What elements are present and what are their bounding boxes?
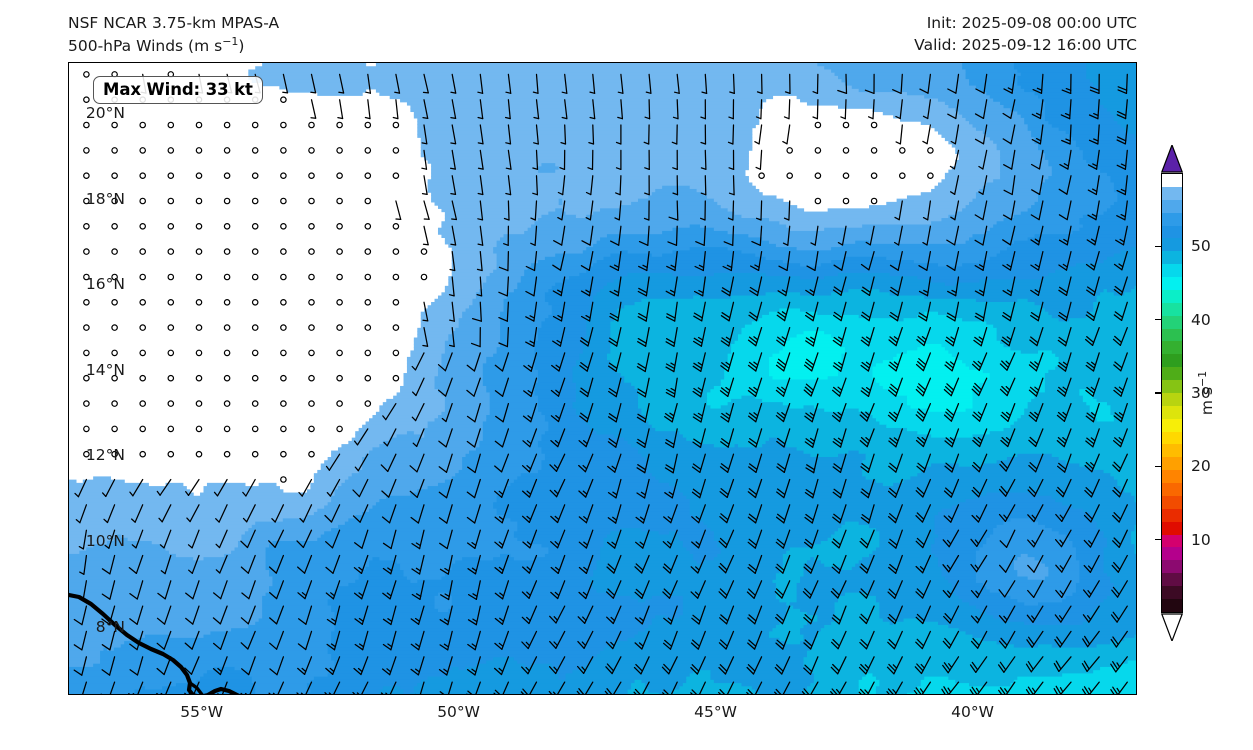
colorbar-segment: [1162, 483, 1182, 496]
colorbar-segment: [1162, 367, 1182, 380]
colorbar-segment: [1162, 470, 1182, 483]
colorbar-tick-label: 40: [1191, 310, 1211, 329]
colorbar-tick-mark: [1155, 465, 1161, 468]
title-units-exponent: −1: [222, 35, 239, 48]
y-axis-tick-label: 10°N: [85, 532, 125, 551]
x-axis-tick-mark: [459, 694, 460, 695]
colorbar-segment: [1162, 392, 1182, 406]
colorbar-tick-label: 10: [1191, 530, 1211, 549]
colorbar-segment: [1162, 534, 1182, 548]
y-axis-tick-label: 20°N: [85, 104, 125, 123]
colorbar-segment: [1162, 225, 1182, 239]
colorbar-segment: [1162, 573, 1182, 586]
colorbar-segment: [1162, 328, 1182, 342]
colorbar-segment: [1162, 238, 1182, 252]
colorbar-segment: [1162, 508, 1182, 522]
x-axis-tick-label: 40°W: [951, 703, 994, 721]
colorbar-tick-mark: [1155, 318, 1161, 321]
colorbar-segment: [1162, 277, 1182, 290]
colorbar-segment: [1162, 302, 1182, 316]
colorbar-segment: [1162, 341, 1182, 355]
wind-barb-overlay: [73, 71, 1128, 694]
colorbar-segment: [1162, 380, 1182, 393]
y-axis-tick-label: 8°N: [95, 617, 125, 636]
colorbar-tick-mark: [1155, 245, 1161, 248]
y-axis-tick-mark: [68, 199, 69, 200]
init-time-label: Init: 2025-09-08 00:00 UTC: [926, 14, 1137, 32]
y-axis-tick-mark: [68, 370, 69, 371]
colorbar-segment: [1162, 598, 1182, 612]
colorbar-segment: [1162, 457, 1182, 471]
colorbar-segment: [1162, 521, 1182, 535]
chart-title: NSF NCAR 3.75-km MPAS-A 500-hPa Winds (m…: [68, 12, 279, 57]
colorbar-segment: [1162, 444, 1182, 458]
coastline-overlay: [69, 592, 240, 694]
colorbar-unit-exponent: −1: [1195, 370, 1209, 388]
colorbar-segment: [1162, 251, 1182, 265]
x-axis-tick-mark: [202, 694, 203, 695]
colorbar-segment: [1162, 315, 1182, 329]
colorbar-segment: [1162, 199, 1182, 213]
colorbar-segment: [1162, 289, 1182, 303]
colorbar-segment: [1162, 586, 1182, 599]
y-axis-tick-mark: [68, 285, 69, 286]
colorbar[interactable]: 10 20 30 40 50: [1155, 145, 1211, 641]
colorbar-segment: [1162, 354, 1182, 368]
colorbar-tick-label: 30: [1191, 384, 1211, 402]
colorbar-over-cap: [1161, 145, 1183, 173]
max-wind-annotation: Max Wind: 33 kt: [93, 76, 263, 104]
y-axis-tick-label: 14°N: [85, 360, 125, 379]
colorbar-segment: [1162, 212, 1182, 226]
colorbar-gradient: [1161, 173, 1183, 613]
colorbar-segment: [1162, 547, 1182, 561]
title-line-2-close: ): [238, 37, 245, 56]
x-axis-tick-mark: [716, 694, 717, 695]
y-axis-tick-mark: [68, 114, 69, 115]
y-axis-tick-label: 16°N: [85, 275, 125, 294]
y-axis-tick-mark: [68, 627, 69, 628]
colorbar-tick-label: 20: [1191, 457, 1211, 476]
wind-speed-filled-contours: [69, 63, 1136, 694]
y-axis-tick-label: 12°N: [85, 446, 125, 465]
colorbar-segment: [1162, 418, 1182, 432]
colorbar-segment: [1162, 405, 1182, 419]
y-axis-tick-mark: [68, 456, 69, 457]
colorbar-unit-text: m s: [1198, 387, 1217, 416]
colorbar-segment: [1162, 264, 1182, 277]
title-line-2-text: 500-hPa Winds (m s: [68, 37, 223, 56]
y-axis-tick-mark: [68, 541, 69, 542]
x-axis-tick-label: 50°W: [437, 703, 480, 721]
colorbar-segment: [1162, 495, 1182, 509]
valid-time-label: Valid: 2025-09-12 16:00 UTC: [914, 36, 1137, 54]
x-axis-tick-label: 45°W: [694, 703, 737, 721]
title-line-2: 500-hPa Winds (m s−1): [68, 34, 279, 57]
title-line-1: NSF NCAR 3.75-km MPAS-A: [68, 14, 280, 32]
colorbar-tick-mark: [1155, 538, 1161, 541]
x-axis-tick-label: 55°W: [180, 703, 224, 721]
colorbar-segment: [1162, 174, 1182, 187]
map-plot-area[interactable]: Max Wind: 33 kt: [68, 62, 1137, 695]
colorbar-segment: [1162, 186, 1182, 200]
colorbar-segment: [1162, 560, 1182, 574]
x-axis-tick-mark: [973, 694, 974, 695]
forecast-metadata: Init: 2025-09-08 00:00 UTC Valid: 2025-0…: [914, 12, 1137, 56]
colorbar-tick-label: 50: [1191, 237, 1211, 256]
y-axis-tick-label: 18°N: [85, 189, 125, 208]
colorbar-axis-label: m s−1: [1196, 371, 1216, 415]
colorbar-segment: [1162, 431, 1182, 445]
colorbar-under-cap: [1161, 613, 1183, 641]
colorbar-tick-mark: [1155, 392, 1161, 394]
